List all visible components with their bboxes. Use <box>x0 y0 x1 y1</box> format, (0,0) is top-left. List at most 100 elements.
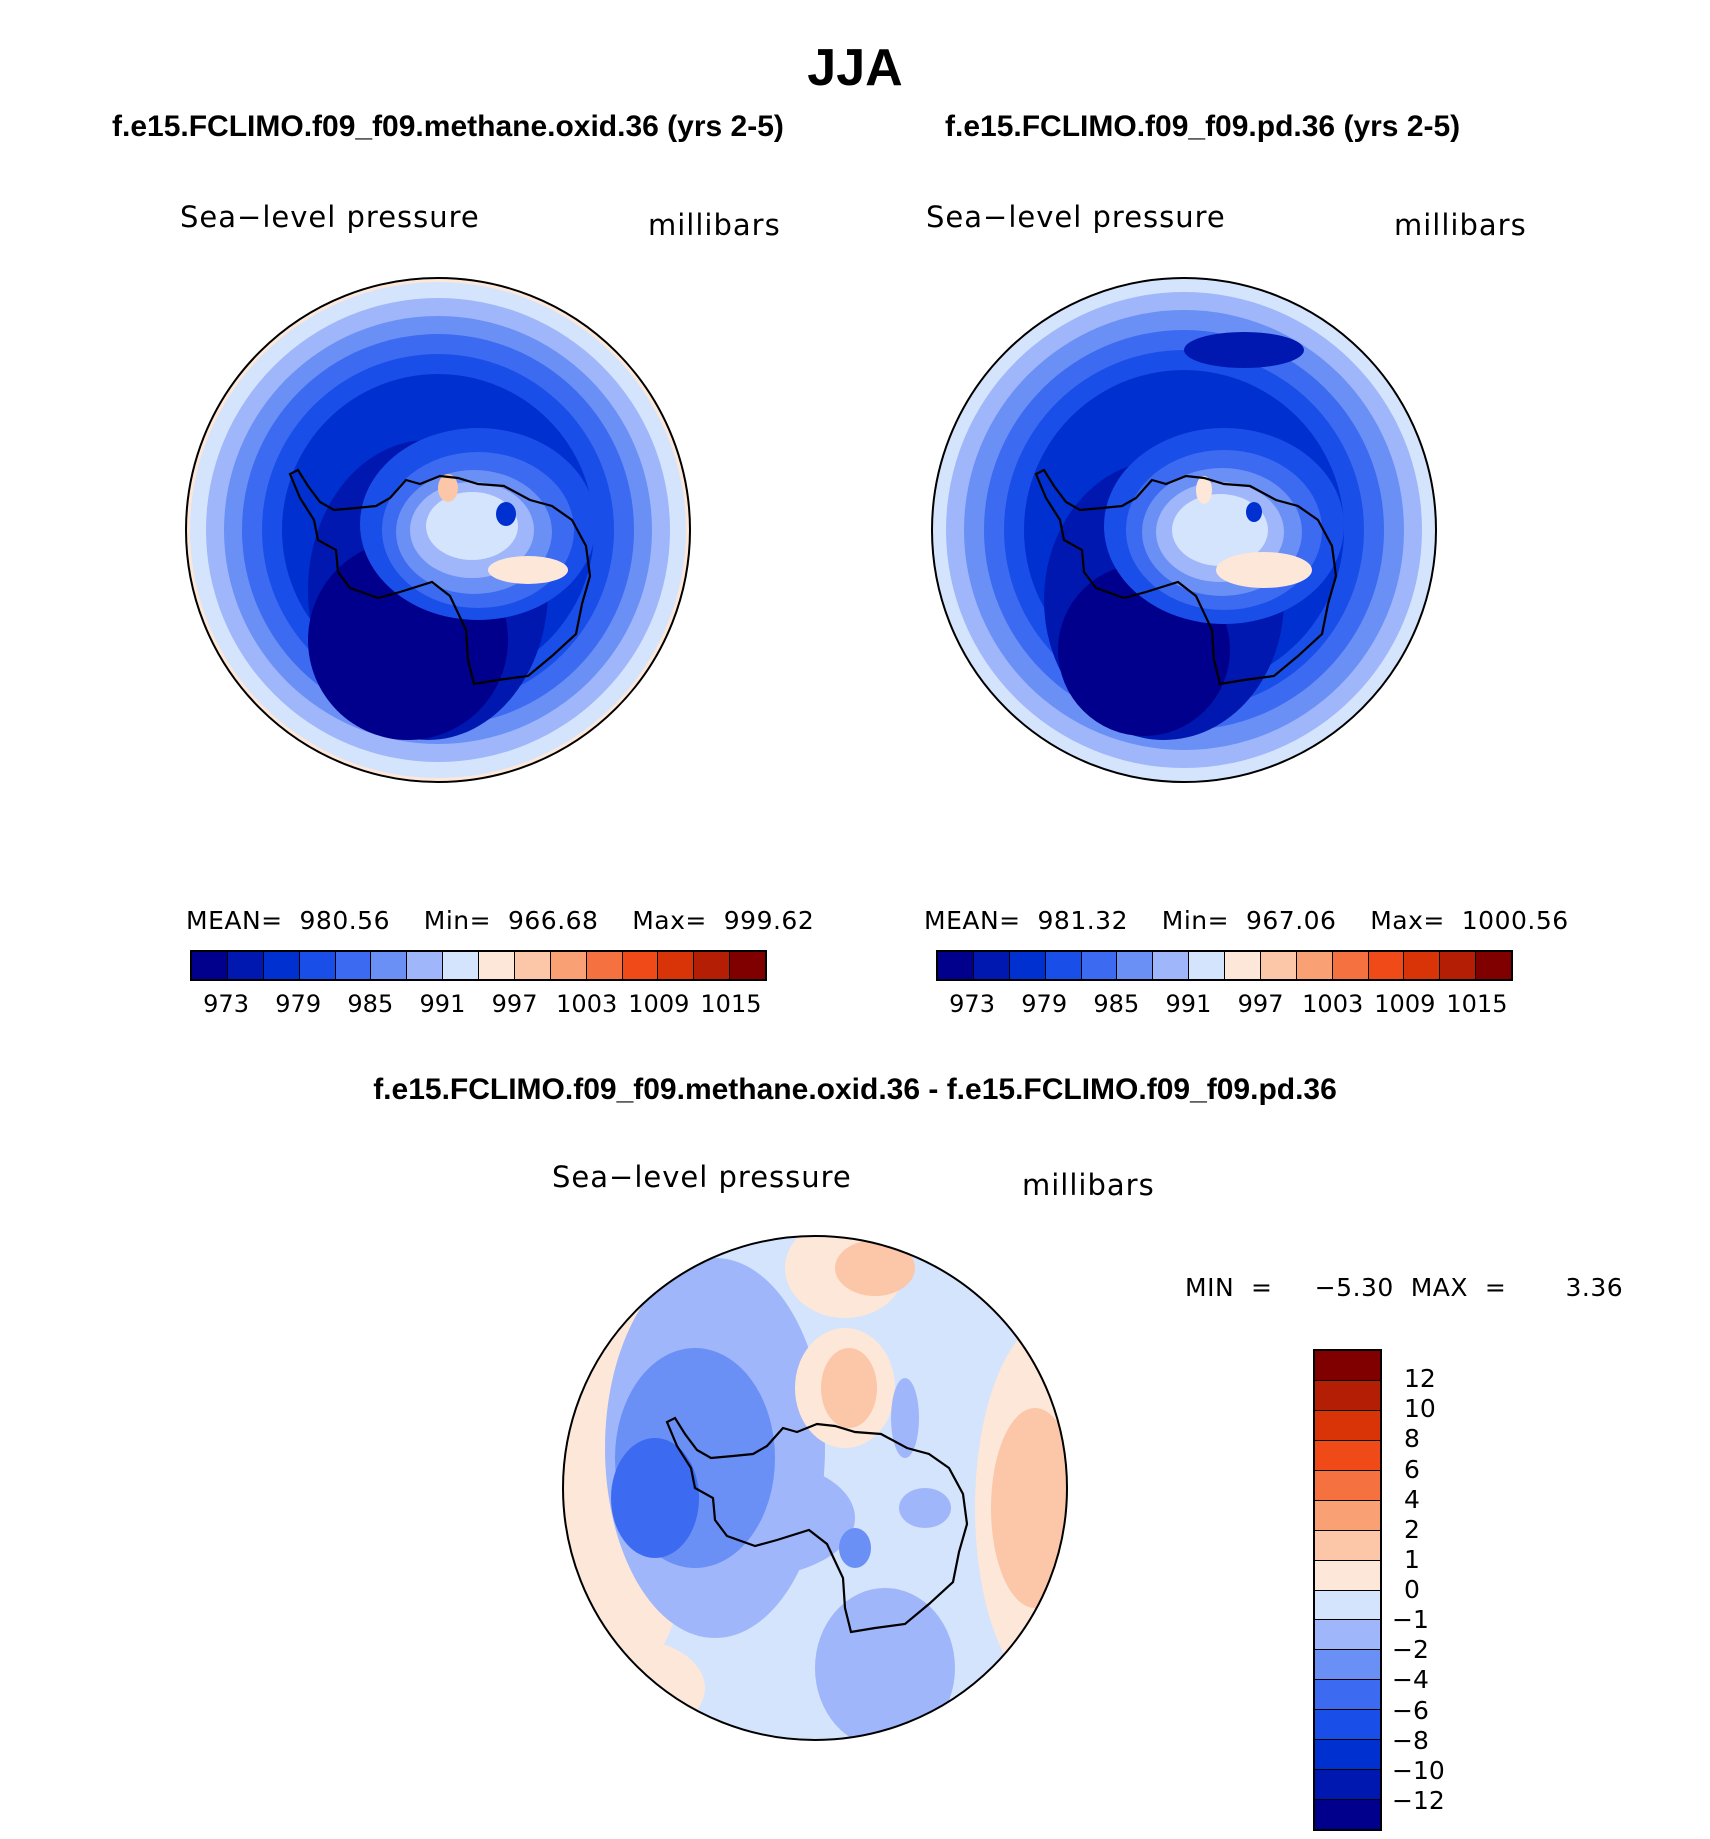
diff-colorbar-tick-label: 2 <box>1404 1514 1420 1544</box>
left-case-title: f.e15.FCLIMO.f09_f09.methane.oxid.36 (yr… <box>112 110 784 143</box>
right-colorbar-swatch <box>1332 952 1369 979</box>
left-colorbar-swatch <box>730 952 765 979</box>
diff-colorbar-swatch <box>1315 1740 1380 1771</box>
left-colorbar-swatch <box>335 952 372 979</box>
right-colorbar-ticks: 973 979 985 991 997 1003 1009 1015 <box>936 990 1513 1020</box>
left-colorbar <box>190 950 767 981</box>
right-stats: MEAN= 981.32 Min= 967.06 Max= 1000.56 <box>924 906 1569 935</box>
diff-colorbar-tick-label: −6 <box>1392 1695 1429 1725</box>
right-colorbar-tick-label: 979 <box>1021 990 1068 1018</box>
left-colorbar-tick-label: 1015 <box>700 990 762 1018</box>
diff-variable-label: Sea−level pressure <box>552 1160 852 1194</box>
right-colorbar-swatch <box>1009 952 1046 979</box>
diff-colorbar-tick-label: −8 <box>1392 1725 1429 1755</box>
right-variable-label: Sea−level pressure <box>926 200 1226 234</box>
right-colorbar-swatch <box>1296 952 1333 979</box>
diff-colorbar-tick-label: −2 <box>1392 1635 1429 1665</box>
diff-colorbar-swatch <box>1315 1590 1380 1621</box>
right-case-title: f.e15.FCLIMO.f09_f09.pd.36 (yrs 2-5) <box>945 110 1461 143</box>
left-variable-label: Sea−level pressure <box>180 200 480 234</box>
left-polar-map <box>185 277 691 783</box>
right-colorbar-tick-label: 997 <box>1237 990 1284 1018</box>
diff-colorbar-swatch <box>1315 1500 1380 1531</box>
right-colorbar-swatch <box>1045 952 1082 979</box>
left-stats: MEAN= 980.56 Min= 966.68 Max= 999.62 <box>186 906 815 935</box>
left-colorbar-tick-label: 1003 <box>556 990 618 1018</box>
diff-colorbar <box>1313 1349 1382 1831</box>
left-colorbar-swatch <box>263 952 300 979</box>
diff-colorbar-swatch <box>1315 1380 1380 1411</box>
right-colorbar-swatch <box>973 952 1010 979</box>
left-colorbar-swatch <box>586 952 623 979</box>
figure-title: JJA <box>807 39 903 97</box>
left-colorbar-tick-label: 991 <box>419 990 466 1018</box>
right-colorbar-swatch <box>1368 952 1405 979</box>
right-units-label: millibars <box>1394 208 1527 242</box>
left-colorbar-ticks: 973 979 985 991 997 1003 1009 1015 <box>190 990 767 1020</box>
right-polar-map <box>931 277 1437 783</box>
diff-colorbar-swatch <box>1315 1351 1380 1381</box>
left-colorbar-tick-label: 979 <box>275 990 322 1018</box>
diff-colorbar-tick-label: 8 <box>1404 1424 1420 1454</box>
right-colorbar-swatch <box>1153 952 1190 979</box>
right-colorbar-swatch <box>1189 952 1225 979</box>
left-units-label: millibars <box>648 208 781 242</box>
right-colorbar-swatch <box>938 952 974 979</box>
left-colorbar-swatch <box>227 952 264 979</box>
diff-colorbar-tick-label: −1 <box>1392 1605 1429 1635</box>
left-colorbar-swatch <box>622 952 659 979</box>
diff-colorbar-tick-label: 1 <box>1404 1544 1420 1574</box>
left-colorbar-tick-label: 985 <box>347 990 394 1018</box>
diff-colorbar-swatch <box>1315 1710 1380 1741</box>
left-colorbar-swatch <box>479 952 515 979</box>
left-colorbar-swatch <box>299 952 336 979</box>
left-colorbar-swatch <box>658 952 695 979</box>
right-colorbar-swatch <box>1225 952 1261 979</box>
right-colorbar-swatch <box>1404 952 1441 979</box>
diff-colorbar-swatch <box>1315 1620 1380 1651</box>
left-colorbar-tick-label: 997 <box>491 990 538 1018</box>
right-colorbar <box>936 950 1513 981</box>
right-colorbar-swatch <box>1476 952 1511 979</box>
right-colorbar-tick-label: 1015 <box>1446 990 1508 1018</box>
left-colorbar-swatch <box>550 952 587 979</box>
diff-colorbar-tick-label: 6 <box>1404 1454 1420 1484</box>
diff-colorbar-swatch <box>1315 1410 1380 1441</box>
diff-case-title: f.e15.FCLIMO.f09_f09.methane.oxid.36 - f… <box>373 1073 1337 1106</box>
diff-colorbar-swatch <box>1315 1800 1380 1829</box>
diff-colorbar-swatch <box>1315 1560 1380 1591</box>
diff-colorbar-tick-label: 10 <box>1404 1394 1436 1424</box>
left-colorbar-swatch <box>371 952 408 979</box>
diff-colorbar-tick-label: −10 <box>1392 1755 1445 1785</box>
diff-polar-map <box>562 1235 1068 1741</box>
left-colorbar-tick-label: 973 <box>203 990 249 1018</box>
left-colorbar-swatch <box>514 952 551 979</box>
diff-colorbar-ticks: 12 10 8 6 4 2 1 0 −1 −2 −4 −6 −8 −10 −12 <box>1392 1349 1492 1831</box>
right-colorbar-swatch <box>1081 952 1118 979</box>
diff-colorbar-tick-label: −12 <box>1392 1785 1445 1815</box>
left-colorbar-tick-label: 1009 <box>628 990 690 1018</box>
right-colorbar-tick-label: 1009 <box>1374 990 1436 1018</box>
diff-minmax: MIN = −5.30 MAX = 3.36 <box>1185 1273 1624 1302</box>
right-colorbar-tick-label: 973 <box>949 990 995 1018</box>
diff-colorbar-tick-label: 12 <box>1404 1364 1436 1394</box>
diff-colorbar-swatch <box>1315 1680 1380 1711</box>
left-colorbar-swatch <box>192 952 228 979</box>
left-colorbar-swatch <box>407 952 444 979</box>
left-colorbar-swatch <box>694 952 731 979</box>
diff-colorbar-tick-label: 0 <box>1404 1575 1420 1604</box>
diff-colorbar-tick-label: 4 <box>1404 1484 1420 1514</box>
diff-units-label: millibars <box>1022 1168 1155 1202</box>
diff-colorbar-tick-label: −4 <box>1392 1665 1429 1695</box>
right-colorbar-tick-label: 985 <box>1093 990 1140 1018</box>
right-colorbar-swatch <box>1440 952 1477 979</box>
right-colorbar-swatch <box>1117 952 1154 979</box>
diff-colorbar-swatch <box>1315 1440 1380 1471</box>
left-colorbar-swatch <box>443 952 479 979</box>
diff-colorbar-swatch <box>1315 1650 1380 1681</box>
right-colorbar-swatch <box>1260 952 1297 979</box>
diff-colorbar-swatch <box>1315 1530 1380 1561</box>
diff-colorbar-swatch <box>1315 1470 1380 1501</box>
right-colorbar-tick-label: 991 <box>1165 990 1212 1018</box>
diff-colorbar-swatch <box>1315 1770 1380 1801</box>
